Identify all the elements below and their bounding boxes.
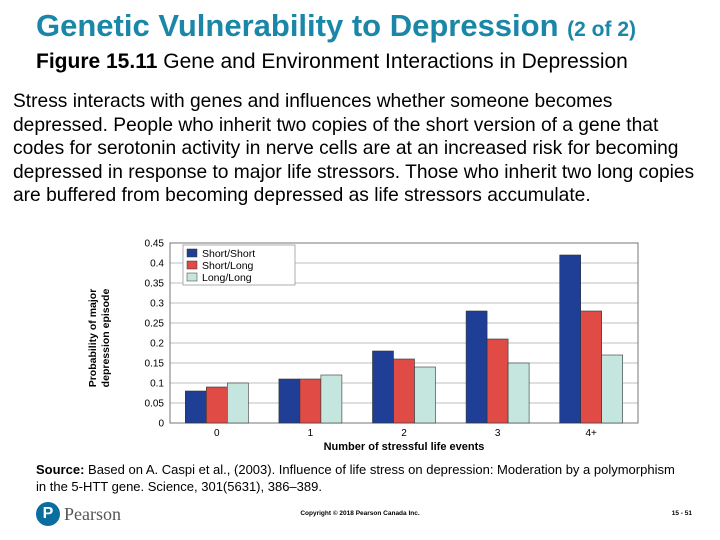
y-tick-label: 0.15 <box>145 359 165 370</box>
bar-chart: 0 0.05 0.1 0.15 0.2 0.25 0.3 0.35 0.4 0.45 0 1 2 3 4+ N… <box>76 236 646 454</box>
y-axis-label: depression episode <box>100 289 112 388</box>
y-axis-label: Probability of major <box>87 289 99 388</box>
y-tick-label: 0.1 <box>150 379 164 390</box>
bar-short-long-4 <box>580 310 603 424</box>
legend-label: Short/Long <box>202 260 254 272</box>
source-citation: Source: Based on A. Caspi et al., (2003)… <box>36 461 686 495</box>
bar-long-long-1 <box>320 374 343 424</box>
x-tick-label: 0 <box>214 428 220 439</box>
y-tick-label: 0.05 <box>145 399 165 410</box>
bar-short-short-0 <box>185 390 207 424</box>
figure-caption-text: Gene and Environment Interactions in Dep… <box>163 50 628 73</box>
source-text: Based on A. Caspi et al., (2003). Influe… <box>36 462 675 494</box>
body-text: Stress interacts with genes and influenc… <box>13 91 695 206</box>
y-tick-label: 0.2 <box>150 339 164 350</box>
y-tick-label: 0.4 <box>150 259 164 270</box>
legend-swatch <box>186 260 198 270</box>
bar-short-short-2 <box>372 350 394 424</box>
y-tick-label: 0.25 <box>145 319 165 330</box>
title-suffix: (2 of 2) <box>567 18 637 41</box>
x-tick-label: 1 <box>308 428 314 439</box>
figure-caption: Figure 15.11 Gene and Environment Intera… <box>36 50 628 74</box>
pearson-logo-text: Pearson <box>64 503 121 524</box>
x-tick-label: 2 <box>401 428 407 439</box>
x-tick-label: 3 <box>495 428 501 439</box>
y-tick-label: 0 <box>158 419 164 430</box>
x-axis-label: Number of stressful life events <box>324 441 485 453</box>
y-tick-label: 0.3 <box>150 299 164 310</box>
source-label: Source: <box>36 462 85 477</box>
copyright-notice: Copyright © 2018 Pearson Canada Inc. <box>300 510 420 517</box>
bar-short-long-1 <box>299 378 322 424</box>
pearson-logo-icon: P <box>36 502 60 526</box>
bar-short-short-1 <box>278 378 301 424</box>
legend-swatch <box>186 248 198 258</box>
title-main: Genetic Vulnerability to Depression <box>36 8 559 43</box>
legend-label: Short/Short <box>202 248 255 260</box>
page-number: 15 - 51 <box>671 510 692 517</box>
pearson-logo: P Pearson <box>36 502 121 526</box>
bar-long-long-3 <box>507 362 530 424</box>
x-tick-label: 4+ <box>585 428 597 439</box>
legend-box <box>182 244 296 286</box>
bar-short-short-4 <box>559 254 582 424</box>
y-tick-label: 0.35 <box>145 279 165 290</box>
bar-short-long-3 <box>486 338 509 424</box>
bar-long-long-2 <box>414 366 436 424</box>
bar-short-short-3 <box>465 310 488 424</box>
bar-short-long-0 <box>206 386 228 424</box>
chart-svg: 0 0.05 0.1 0.15 0.2 0.25 0.3 0.35 0.4 0.45 0 1 2 3 4+ N… <box>87 239 639 453</box>
bar-long-long-4 <box>601 354 624 424</box>
figure-label: Figure 15.11 <box>36 50 158 73</box>
legend-label: Long/Long <box>202 272 252 284</box>
y-tick-label: 0.45 <box>145 239 165 250</box>
legend-swatch <box>186 272 198 282</box>
bar-long-long-0 <box>227 382 249 424</box>
slide-title: Genetic Vulnerability to Depression (2 o… <box>36 8 636 44</box>
bar-short-long-2 <box>393 358 415 424</box>
